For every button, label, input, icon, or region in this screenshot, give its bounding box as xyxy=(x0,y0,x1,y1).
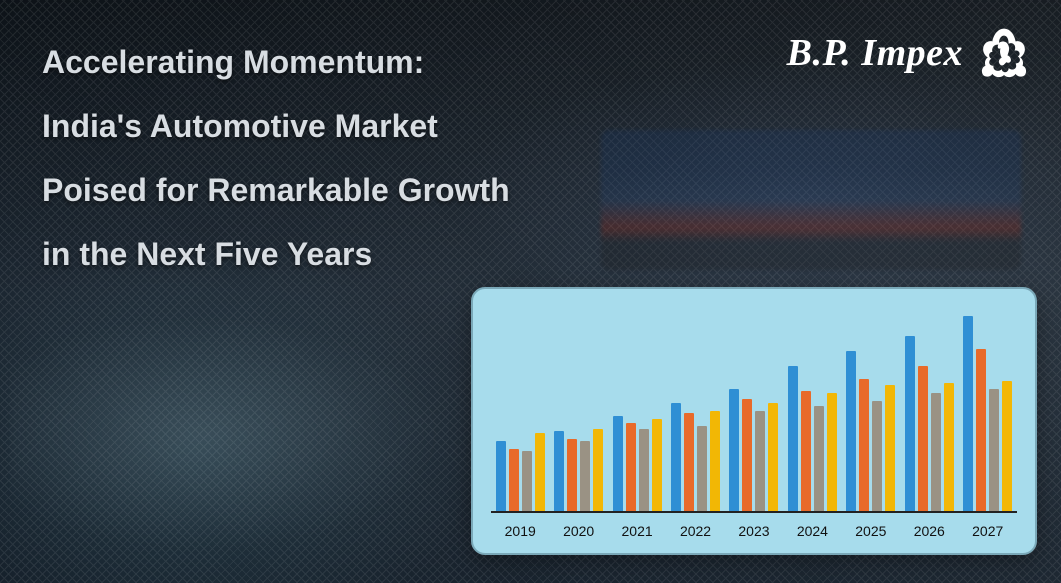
bar xyxy=(742,399,752,511)
bar xyxy=(905,336,915,511)
brand-name: B.P. Impex xyxy=(787,31,963,75)
heading-line-3: Poised for Remarkable Growth xyxy=(42,158,781,222)
bar xyxy=(639,429,649,511)
bar-group xyxy=(671,313,720,511)
bar-group xyxy=(963,313,1012,511)
bar xyxy=(613,416,623,511)
bar xyxy=(697,426,707,511)
bar xyxy=(684,413,694,511)
ev-car-silhouette xyxy=(10,293,490,573)
bar xyxy=(768,403,778,511)
: 2019 2020 2021 2022 2023 2024 2025 2026 2027 xyxy=(491,523,1017,539)
heading-line-2: India's Automotive Market xyxy=(42,94,781,158)
bar xyxy=(496,441,506,511)
heading-line-4: in the Next Five Years xyxy=(42,222,781,286)
bar xyxy=(872,401,882,511)
bar xyxy=(859,379,869,511)
bar-group xyxy=(788,313,837,511)
heading-line-1: Accelerating Momentum: xyxy=(42,30,781,94)
bar xyxy=(755,411,765,511)
bar xyxy=(976,349,986,511)
bar-group xyxy=(905,313,954,511)
bar xyxy=(814,406,824,511)
bar xyxy=(918,366,928,511)
bar xyxy=(522,451,532,511)
bar xyxy=(671,403,681,511)
bar-group xyxy=(613,313,662,511)
bar xyxy=(801,391,811,511)
bar xyxy=(788,366,798,511)
bar xyxy=(846,351,856,511)
x-axis-label: 2027 xyxy=(963,523,1013,539)
bar xyxy=(989,389,999,511)
bar xyxy=(554,431,564,511)
x-axis-label: 2026 xyxy=(904,523,954,539)
x-axis-label: 2023 xyxy=(729,523,779,539)
bar xyxy=(1002,381,1012,511)
main-heading: Accelerating Momentum: India's Automotiv… xyxy=(42,30,781,286)
bar xyxy=(885,385,895,511)
chart-plot-area xyxy=(491,313,1017,513)
bar xyxy=(827,393,837,511)
bar-group xyxy=(729,313,778,511)
bar xyxy=(535,433,545,511)
x-axis-label: 2020 xyxy=(554,523,604,539)
bar xyxy=(944,383,954,511)
x-axis-label: 2025 xyxy=(846,523,896,539)
growth-chart: 2019 2020 2021 2022 2023 2024 2025 2026 2027 xyxy=(471,287,1037,555)
bar xyxy=(729,389,739,511)
x-axis-label: 2021 xyxy=(612,523,662,539)
brand-logo: B.P. Impex xyxy=(787,24,1033,82)
bar xyxy=(626,423,636,511)
bar xyxy=(580,441,590,511)
x-axis-label: 2024 xyxy=(787,523,837,539)
bar-group xyxy=(554,313,603,511)
bar xyxy=(567,439,577,511)
bar xyxy=(710,411,720,511)
bar-group xyxy=(846,313,895,511)
bar xyxy=(593,429,603,511)
horse-logo-icon xyxy=(975,24,1033,82)
bar xyxy=(509,449,519,511)
bar-group xyxy=(496,313,545,511)
bar xyxy=(931,393,941,511)
bar xyxy=(652,419,662,511)
x-axis-label: 2019 xyxy=(495,523,545,539)
x-axis-label: 2022 xyxy=(671,523,721,539)
bar xyxy=(963,316,973,511)
chart-bar-groups xyxy=(491,313,1017,511)
